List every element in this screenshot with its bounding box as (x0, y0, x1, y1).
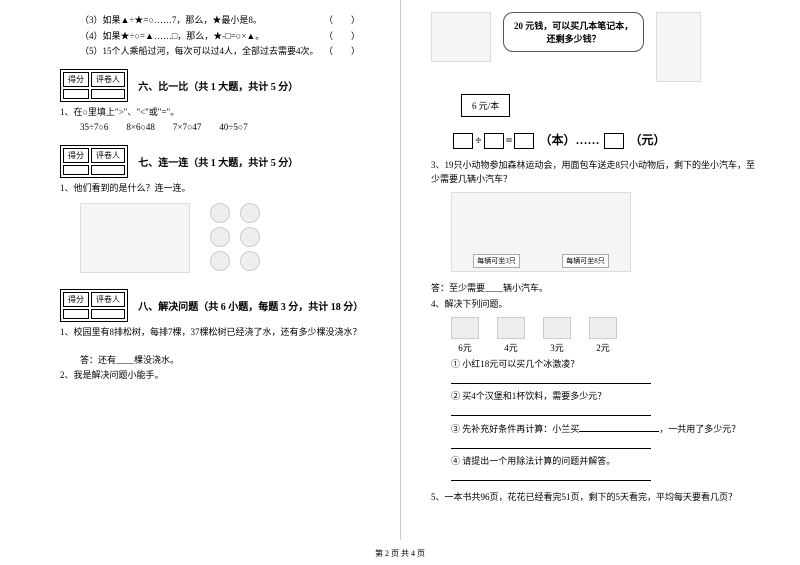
eq-box[interactable] (484, 133, 504, 149)
snack-item: 4元 (497, 317, 525, 354)
q3-answer: 答：至少需要____辆小汽车。 (431, 282, 760, 296)
q4-3b: ，一共用了多少元？ (659, 424, 740, 434)
snack-price: 6元 (458, 341, 472, 354)
q4-1-blank[interactable] (431, 374, 760, 389)
burger-icon (451, 317, 479, 339)
snack-price: 3元 (550, 341, 564, 354)
q8-2: 2、我是解决问题小能手。 (60, 369, 370, 383)
eq-unit-2: （元） (629, 133, 665, 147)
thumb-icon (210, 203, 230, 223)
eq-box[interactable] (453, 133, 473, 149)
section-6-header: 得分评卷人 六、比一比（共 1 大题，共计 5 分） (60, 69, 370, 102)
snack-item: 3元 (543, 317, 571, 354)
score-cell[interactable] (63, 165, 89, 175)
q3-illustration: 每辆可坐3只 每辆可坐8只 (451, 192, 631, 272)
eq-unit-1: （本）…… (539, 133, 599, 147)
left-column: （3）如果▲÷★=○……7，那么，★最小是8。 （ ） （4）如果★÷○=▲……… (0, 0, 400, 540)
q4-3a: ③ 先补充好条件再计算：小兰买 (451, 424, 579, 434)
notebook-icon (431, 12, 491, 62)
q4-4-blank[interactable] (431, 471, 760, 486)
q4-2: ② 买4个汉堡和1杯饮料，需要多少元？ (431, 390, 760, 404)
q7-main-illustration (80, 203, 190, 273)
item-3: （3）如果▲÷★=○……7，那么，★最小是8。 （ ） (60, 14, 370, 28)
score-cell[interactable] (63, 89, 89, 99)
thumb-icon (240, 251, 260, 271)
q7-1: 1、他们看到的是什么？连一连。 (60, 182, 370, 196)
thumb-icon (210, 251, 230, 271)
section-7-title: 七、连一连（共 1 大题，共计 5 分） (138, 154, 298, 169)
grader-label: 评卷人 (91, 72, 125, 87)
q8-1-answer: 答：还有____棵没浇水。 (60, 354, 370, 368)
q4-4: ④ 请提出一个用除法计算的问题并解答。 (431, 455, 760, 469)
speech-line-2: 还剩多少钱？ (514, 32, 633, 45)
paren: （ ） (324, 30, 360, 44)
q6-exprs: 35÷7○6 8×6○48 7×7○47 40÷5○7 (60, 121, 370, 135)
score-box: 得分评卷人 (60, 145, 128, 178)
score-label: 得分 (63, 72, 89, 87)
paren: （ ） (324, 14, 360, 28)
item-4-text: （4）如果★÷○=▲……□，那么，★-□=○×▲。 (80, 31, 264, 41)
q4-1: ① 小红18元可以买几个冰激凌？ (431, 358, 760, 372)
candy-icon (589, 317, 617, 339)
snack-item: 6元 (451, 317, 479, 354)
section-8-header: 得分评卷人 八、解决问题（共 6 小题，每题 3 分，共计 18 分） (60, 289, 370, 322)
eq-box[interactable] (604, 133, 624, 149)
section-8-title: 八、解决问题（共 6 小题，每题 3 分，共计 18 分） (138, 298, 363, 313)
price-tag: 6 元/本 (461, 94, 510, 117)
page-footer: 第 2 页 共 4 页 (0, 548, 800, 559)
girl-icon (656, 12, 701, 82)
q4-2-blank[interactable] (431, 406, 760, 421)
snack-item: 2元 (589, 317, 617, 354)
item-4: （4）如果★÷○=▲……□，那么，★-□=○×▲。 （ ） (60, 30, 370, 44)
item-5: （5）15个人乘船过河，每次可以过4人，全部过去需要4次。 （ ） (60, 45, 370, 59)
q8-1: 1、校园里有8排松树，每排7棵，37棵松树已经浇了水，还有多少棵没浇水？ (60, 326, 370, 340)
q4-3-ans-blank[interactable] (431, 439, 760, 454)
section-7-header: 得分评卷人 七、连一连（共 1 大题，共计 5 分） (60, 145, 370, 178)
q5: 5、一本书共96页，花花已经看完51页，剩下的5天看完，平均每天要看几页？ (431, 491, 760, 505)
grader-cell[interactable] (91, 89, 125, 99)
grader-label: 评卷人 (91, 292, 125, 307)
eq-box[interactable] (514, 133, 534, 149)
q7-thumbnails (210, 203, 260, 271)
bus-label-2: 每辆可坐8只 (562, 254, 609, 268)
snack-price: 4元 (504, 341, 518, 354)
icecream-icon (543, 317, 571, 339)
item-5-text: （5）15个人乘船过河，每次可以过4人，全部过去需要4次。 (80, 46, 319, 56)
right-column: 20 元钱，可以买几本笔记本， 还剩多少钱？ 6 元/本 ÷= （本）…… （元… (400, 0, 800, 540)
thumb-icon (240, 203, 260, 223)
section-6-title: 六、比一比（共 1 大题，共计 5 分） (138, 78, 298, 93)
q4-3: ③ 先补充好条件再计算：小兰买 ，一共用了多少元？ (431, 422, 760, 437)
paren: （ ） (324, 45, 360, 59)
item-3-text: （3）如果▲÷★=○……7，那么，★最小是8。 (80, 15, 262, 25)
score-label: 得分 (63, 148, 89, 163)
snack-row: 6元 4元 3元 2元 (451, 317, 760, 354)
thumb-icon (210, 227, 230, 247)
q3: 3、19只小动物参加森林运动会，用面包车送走8只小动物后，剩下的坐小汽车，至少需… (431, 159, 760, 186)
notebook-problem-illustration: 20 元钱，可以买几本笔记本， 还剩多少钱？ (431, 12, 760, 82)
speech-bubble: 20 元钱，可以买几本笔记本， 还剩多少钱？ (503, 12, 644, 52)
speech-line-1: 20 元钱，可以买几本笔记本， (514, 19, 633, 32)
q4-3-blank[interactable] (579, 422, 659, 432)
score-label: 得分 (63, 292, 89, 307)
grader-cell[interactable] (91, 309, 125, 319)
bus-label-1: 每辆可坐3只 (473, 254, 520, 268)
grader-cell[interactable] (91, 165, 125, 175)
q6-1: 1、在○里填上">"、"<"或"="。 (60, 106, 370, 120)
drink-icon (497, 317, 525, 339)
q4: 4、解决下列问题。 (431, 298, 760, 312)
score-cell[interactable] (63, 309, 89, 319)
snack-price: 2元 (596, 341, 610, 354)
grader-label: 评卷人 (91, 148, 125, 163)
score-box: 得分评卷人 (60, 69, 128, 102)
score-box: 得分评卷人 (60, 289, 128, 322)
thumb-icon (240, 227, 260, 247)
equation-row: ÷= （本）…… （元） (451, 131, 760, 149)
